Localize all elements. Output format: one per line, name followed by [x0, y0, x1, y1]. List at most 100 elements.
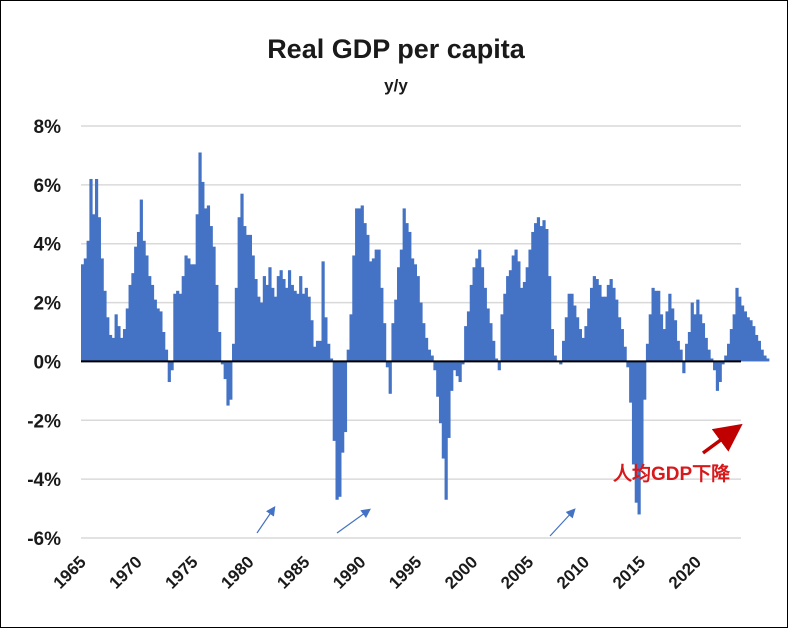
bar	[528, 249, 532, 362]
bar	[704, 337, 708, 362]
bar	[713, 361, 717, 371]
x-tick-label: 1970	[106, 552, 146, 592]
trough-arrow	[549, 508, 576, 537]
bar	[584, 326, 588, 362]
bar	[721, 361, 725, 365]
bar	[259, 302, 264, 362]
bar	[355, 208, 359, 362]
bar	[436, 361, 440, 397]
bar	[220, 361, 225, 365]
bar	[240, 193, 244, 362]
bar	[173, 293, 177, 362]
bar	[142, 240, 146, 362]
bar	[394, 299, 398, 362]
y-tick-label: 6%	[34, 176, 62, 197]
bar	[438, 361, 443, 424]
bar	[550, 329, 555, 362]
bar	[447, 361, 451, 438]
bar	[500, 314, 504, 362]
bar	[388, 361, 392, 394]
bar	[715, 361, 720, 391]
bar	[480, 267, 485, 362]
bar	[131, 273, 135, 362]
bar	[553, 355, 557, 362]
bar	[405, 223, 409, 362]
bar	[377, 249, 381, 362]
bar	[615, 299, 619, 362]
x-tick-label: 1990	[329, 552, 369, 592]
y-tick-label: 0%	[34, 352, 62, 373]
bar	[564, 317, 569, 362]
bar	[198, 152, 202, 362]
bar	[114, 314, 118, 362]
bar	[466, 311, 471, 362]
bar	[257, 296, 261, 362]
bar	[304, 287, 308, 362]
bar	[287, 270, 292, 362]
bar	[430, 355, 434, 362]
bar	[229, 361, 233, 400]
bar	[687, 332, 692, 362]
bar	[699, 314, 703, 362]
bar	[145, 255, 149, 362]
bar	[204, 208, 208, 362]
bar	[643, 361, 647, 400]
bar	[531, 231, 535, 362]
bar	[195, 214, 199, 362]
bar	[710, 358, 714, 362]
bar	[234, 287, 239, 362]
bar	[246, 234, 250, 362]
bar	[371, 258, 376, 362]
bar	[335, 361, 339, 500]
bar	[232, 343, 236, 362]
bar	[327, 343, 331, 362]
annotation-label: 人均GDP下降	[613, 462, 731, 485]
bar	[657, 290, 661, 362]
bar	[542, 220, 546, 362]
bar	[648, 314, 652, 362]
bar	[514, 249, 518, 362]
bar	[623, 346, 627, 362]
bar	[534, 223, 538, 362]
bar	[391, 323, 395, 362]
bar	[352, 255, 356, 362]
bar	[86, 240, 90, 362]
bar	[573, 305, 577, 362]
bar	[299, 276, 303, 362]
bar	[609, 279, 613, 362]
bar	[444, 361, 448, 500]
y-tick-label: 4%	[34, 235, 62, 256]
bar	[178, 293, 183, 362]
bar	[338, 361, 342, 497]
bar	[469, 284, 473, 362]
bar	[92, 214, 96, 362]
bar	[276, 276, 280, 362]
bar	[690, 302, 694, 362]
bar	[522, 281, 527, 362]
bar	[136, 231, 141, 362]
bar	[592, 276, 596, 362]
bar	[170, 361, 174, 371]
bar	[598, 284, 602, 362]
bar	[329, 358, 334, 362]
bar	[589, 287, 594, 362]
bar	[285, 287, 289, 362]
bar	[570, 293, 574, 362]
bar	[268, 267, 272, 362]
bar	[587, 308, 591, 362]
bar	[732, 314, 736, 362]
bar	[128, 284, 132, 362]
x-tick-label: 1985	[273, 552, 313, 592]
bar	[738, 296, 742, 362]
chart-subtitle: y/y	[384, 76, 408, 95]
bar	[383, 323, 387, 362]
bar	[120, 337, 124, 362]
bar	[237, 217, 241, 362]
bar	[620, 329, 624, 362]
bar	[134, 246, 138, 362]
bar	[752, 326, 756, 362]
bar	[380, 287, 384, 362]
bar	[215, 284, 219, 362]
